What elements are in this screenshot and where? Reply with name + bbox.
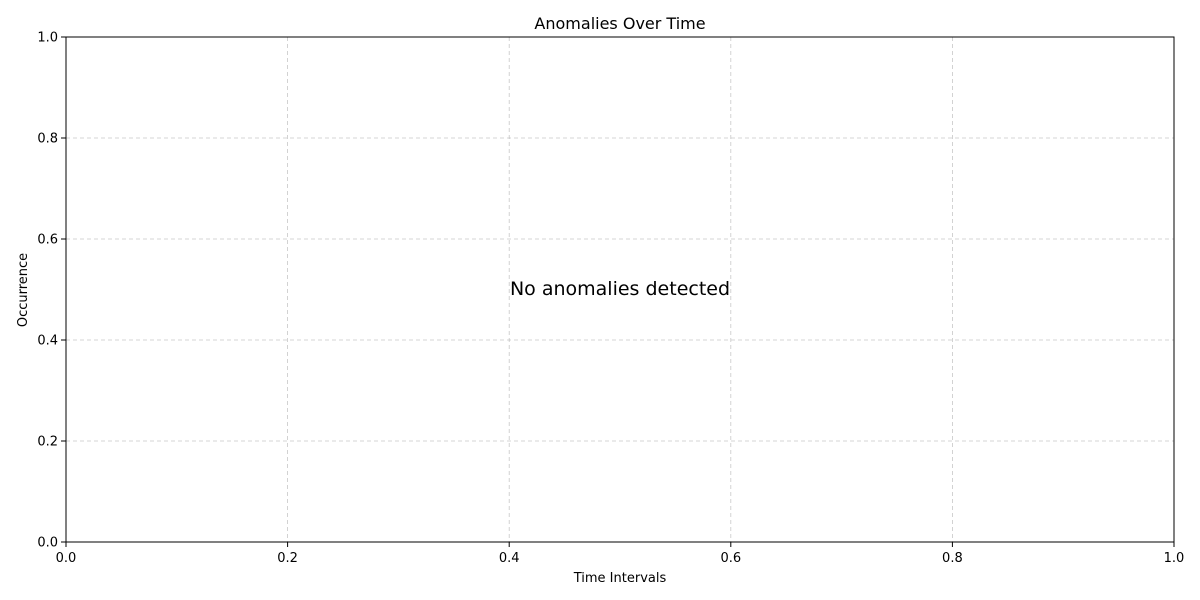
y-tick-label: 0.2 <box>37 435 58 450</box>
plot-area-frame <box>65 36 1175 543</box>
x-tick-label: 0.4 <box>499 551 520 566</box>
no-anomalies-annotation: No anomalies detected <box>510 278 730 300</box>
y-tick-label: 0.0 <box>37 536 58 551</box>
y-tick-label: 1.0 <box>37 31 58 46</box>
y-axis: 0.0 0.2 0.4 0.6 0.8 1.0 <box>37 31 66 551</box>
x-axis-label: Time Intervals <box>573 571 667 586</box>
chart-title: Anomalies Over Time <box>534 14 705 33</box>
x-tick-label: 0.0 <box>56 551 77 566</box>
x-tick-label: 0.8 <box>942 551 963 566</box>
y-tick-label: 0.6 <box>37 233 58 248</box>
x-tick-label: 1.0 <box>1164 551 1185 566</box>
y-tick-label: 0.4 <box>37 334 58 349</box>
y-axis-label: Occurrence <box>16 253 31 327</box>
x-tick-label: 0.2 <box>277 551 298 566</box>
x-axis: 0.0 0.2 0.4 0.6 0.8 1.0 <box>56 542 1185 566</box>
y-tick-label: 0.8 <box>37 132 58 147</box>
x-tick-label: 0.6 <box>720 551 741 566</box>
